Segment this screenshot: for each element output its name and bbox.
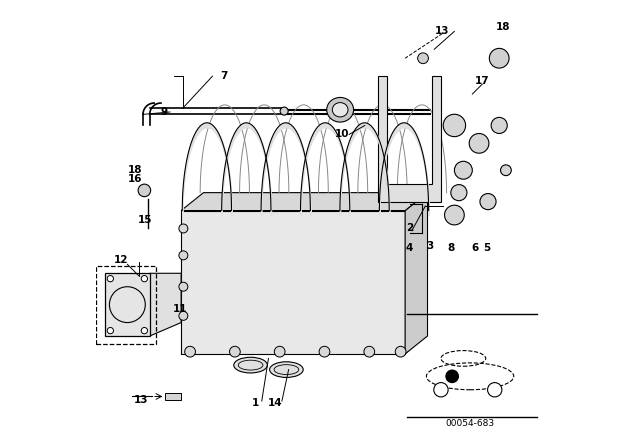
Circle shape [179, 224, 188, 233]
Circle shape [480, 194, 496, 210]
Polygon shape [378, 76, 441, 202]
Text: 17: 17 [475, 76, 490, 86]
Ellipse shape [332, 103, 348, 117]
Circle shape [490, 48, 509, 68]
Circle shape [179, 251, 188, 260]
Text: 8: 8 [447, 243, 455, 253]
Text: 9: 9 [161, 107, 168, 117]
Circle shape [364, 346, 374, 357]
Circle shape [488, 383, 502, 397]
Polygon shape [181, 211, 405, 354]
Text: 5: 5 [483, 243, 490, 253]
Text: 18: 18 [128, 165, 143, 175]
Circle shape [500, 165, 511, 176]
Circle shape [230, 346, 240, 357]
Circle shape [275, 346, 285, 357]
Text: 15: 15 [138, 215, 152, 225]
Text: 4: 4 [405, 243, 412, 253]
Text: 2: 2 [406, 224, 413, 233]
Circle shape [138, 184, 150, 197]
Text: 12: 12 [113, 255, 128, 265]
Polygon shape [181, 193, 428, 211]
Circle shape [434, 383, 448, 397]
Polygon shape [405, 193, 428, 354]
Circle shape [469, 134, 489, 153]
Circle shape [179, 311, 188, 320]
Text: 6: 6 [471, 243, 478, 253]
Circle shape [491, 117, 508, 134]
Text: 14: 14 [268, 398, 282, 408]
Polygon shape [181, 336, 423, 354]
Circle shape [185, 346, 195, 357]
Circle shape [108, 327, 113, 334]
Circle shape [446, 370, 458, 383]
Ellipse shape [280, 107, 288, 115]
Ellipse shape [269, 362, 303, 377]
Text: 18: 18 [495, 22, 510, 32]
Circle shape [141, 276, 148, 282]
Ellipse shape [234, 358, 268, 373]
Circle shape [445, 205, 464, 225]
Bar [105, 273, 150, 336]
Polygon shape [150, 273, 181, 336]
Circle shape [454, 161, 472, 179]
Text: 1: 1 [252, 398, 259, 408]
Text: 7: 7 [220, 71, 227, 81]
Bar [165, 393, 181, 400]
Ellipse shape [327, 98, 354, 122]
Circle shape [396, 346, 406, 357]
Text: 10: 10 [335, 129, 349, 139]
Text: 00054-683: 00054-683 [445, 419, 495, 428]
Circle shape [108, 276, 113, 282]
Text: 11: 11 [173, 304, 188, 314]
Circle shape [451, 185, 467, 201]
Circle shape [179, 282, 188, 291]
Circle shape [141, 327, 148, 334]
Circle shape [418, 53, 428, 64]
Text: 3: 3 [426, 241, 433, 251]
Text: 13: 13 [435, 26, 449, 36]
Circle shape [444, 114, 466, 137]
Text: 13: 13 [134, 395, 148, 405]
Circle shape [319, 346, 330, 357]
Text: 16: 16 [128, 174, 143, 184]
